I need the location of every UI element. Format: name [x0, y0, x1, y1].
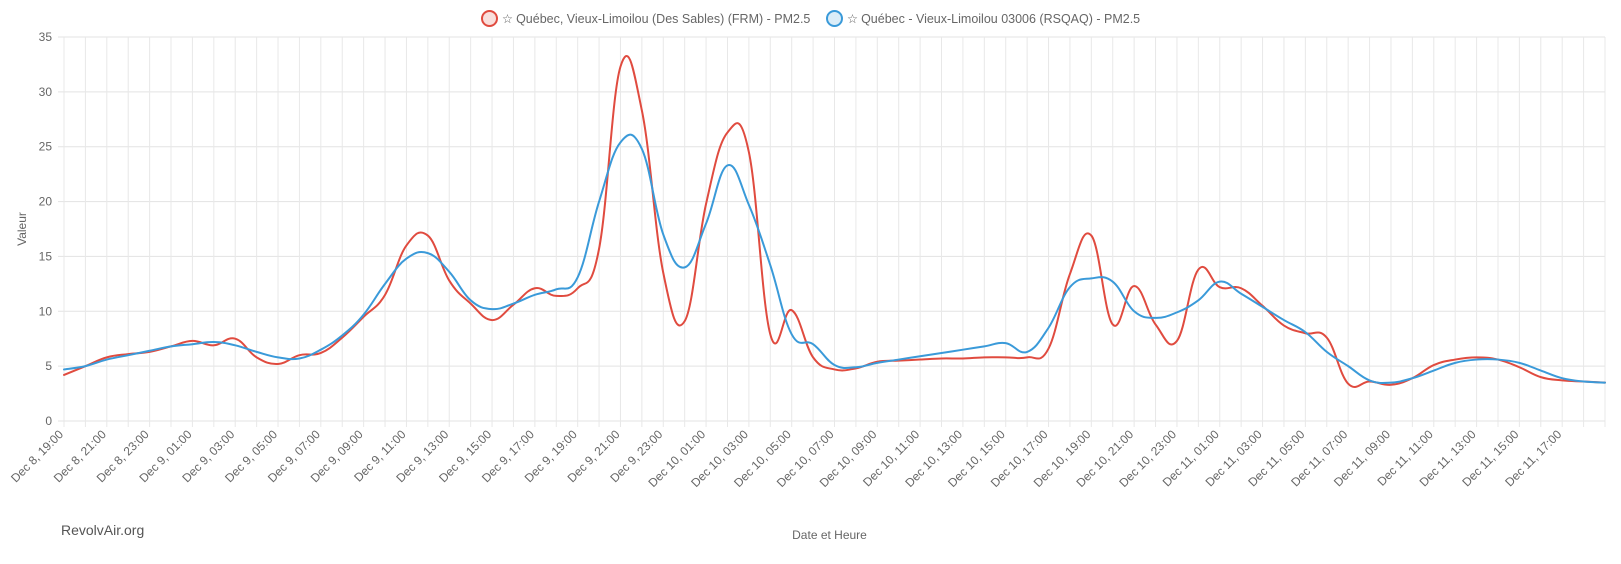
legend-swatch-rsqaq — [825, 10, 843, 27]
grid-lines — [58, 36, 1606, 427]
y-tick-label: 0 — [45, 414, 52, 428]
y-tick-label: 20 — [39, 195, 53, 209]
star-icon: ☆ — [501, 12, 514, 26]
y-axis-title: Valeur — [15, 212, 29, 246]
y-tick-label: 25 — [39, 140, 53, 154]
legend: ☆ Québec, Vieux-Limoilou (Des Sables) (F… — [0, 10, 1621, 30]
y-tick-label: 10 — [39, 304, 53, 318]
legend-label-frm: Québec, Vieux-Limoilou (Des Sables) (FRM… — [516, 11, 811, 26]
legend-item-rsqaq[interactable]: ☆ Québec - Vieux-Limoilou 03006 (RSQAQ) … — [825, 10, 1141, 27]
legend-swatch-frm — [480, 10, 498, 27]
y-tick-label: 15 — [39, 249, 53, 263]
site-credit: RevolvAir.org — [61, 522, 145, 538]
series-lines — [63, 54, 1606, 389]
y-tick-label: 35 — [39, 30, 53, 44]
series-line-rsqaq[interactable] — [63, 133, 1606, 384]
y-axis-ticks: 0 5 10 15 20 25 30 35 — [39, 30, 53, 428]
star-icon: ☆ — [846, 12, 859, 26]
y-tick-label: 5 — [45, 359, 52, 373]
legend-label-rsqaq: Québec - Vieux-Limoilou 03006 (RSQAQ) - … — [861, 11, 1141, 26]
series-line-frm[interactable] — [63, 54, 1606, 389]
legend-item-frm[interactable]: ☆ Québec, Vieux-Limoilou (Des Sables) (F… — [480, 10, 811, 27]
x-axis-title: Date et Heure — [792, 528, 867, 542]
y-tick-label: 30 — [39, 85, 53, 99]
